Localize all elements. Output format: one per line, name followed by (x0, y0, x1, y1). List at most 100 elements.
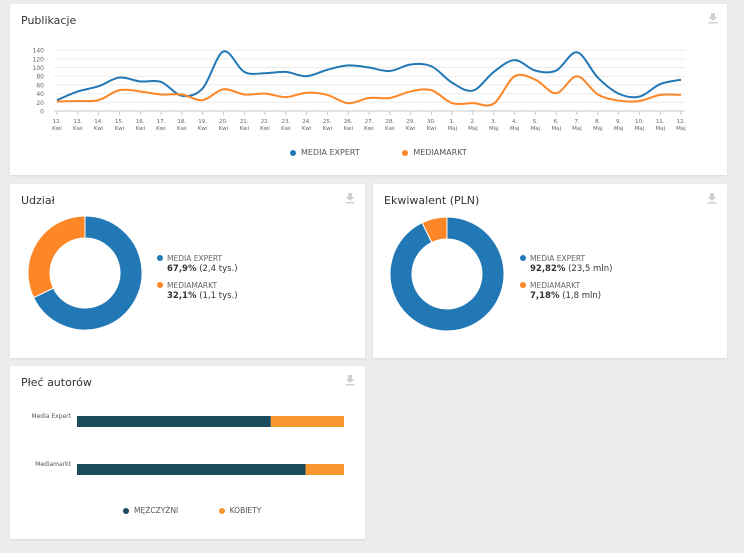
data-point-mediamarkt (160, 93, 162, 95)
data-point-media-expert (305, 75, 307, 77)
x-tick-label: Kwi (73, 126, 83, 132)
legend-label: MEDIA EXPERT (301, 148, 360, 157)
legend-dot (157, 255, 163, 261)
x-tick-label: 18. (177, 119, 186, 125)
data-point-media-expert (576, 51, 578, 53)
x-tick-label: 23. (281, 119, 290, 125)
data-point-mediamarkt (430, 89, 432, 91)
data-point-mediamarkt (638, 100, 640, 102)
legend-detail: (1,1 tys.) (199, 291, 238, 301)
x-tick-label: 22. (261, 119, 270, 125)
x-tick-label: Maj (447, 126, 457, 132)
download-icon[interactable] (706, 192, 718, 204)
x-tick-label: 2. (470, 119, 475, 125)
data-point-media-expert (680, 79, 682, 81)
x-tick-label: Kwi (156, 126, 166, 132)
legend-dot (402, 149, 409, 156)
category-label: Mediamarkt (35, 461, 71, 468)
download-icon[interactable] (344, 374, 356, 386)
data-point-media-expert (326, 69, 328, 71)
data-point-mediamarkt (451, 102, 453, 104)
x-tick-label: 20. (219, 119, 228, 125)
data-point-media-expert (243, 71, 245, 73)
legend-item-media-expert[interactable]: MEDIA EXPERT 92,82% (23,5 mln) (520, 254, 612, 275)
legend-label: MEDIAMARKT (413, 148, 467, 157)
y-tick-label: 20 (36, 100, 44, 107)
x-tick-label: Kwi (260, 126, 270, 132)
data-point-mediamarkt (659, 94, 661, 96)
x-tick-label: 24. (302, 119, 311, 125)
data-point-media-expert (139, 80, 141, 82)
publikacje-card: Publikacje 0 20 40 60 80 100 120 140 12. Kwi 13. Kw… (10, 4, 727, 175)
data-point-media-expert (493, 71, 495, 73)
legend-dot (157, 282, 163, 288)
data-point-media-expert (118, 76, 120, 78)
data-point-mediamarkt (243, 93, 245, 95)
data-point-media-expert (555, 69, 557, 71)
data-point-mediamarkt (680, 94, 682, 96)
x-tick-label: 1. (450, 119, 455, 125)
publikacje-legend: MEDIA EXPERT MEDIAMARKT (290, 148, 467, 157)
data-point-mediamarkt (326, 94, 328, 96)
download-icon[interactable] (344, 192, 356, 204)
data-point-mediamarkt (555, 92, 557, 94)
data-point-mediamarkt (305, 92, 307, 94)
x-tick-label: Maj (593, 126, 603, 132)
x-tick-label: 15. (115, 119, 124, 125)
data-point-mediamarkt (118, 89, 120, 91)
data-point-mediamarkt (472, 102, 474, 104)
data-point-media-expert (77, 90, 79, 92)
series-line-mediamarkt (56, 73, 682, 107)
legend-item-men[interactable]: MĘŻCZYŹNI (123, 506, 181, 515)
x-tick-label: Maj (676, 126, 686, 132)
publikacje-line-chart: 02040608010012014012.Kwi13.Kwi14.Kwi15.K… (33, 48, 687, 132)
legend-value: 67,9% (2,4 tys.) (167, 264, 238, 275)
x-tick-label: Kwi (385, 126, 395, 132)
x-tick-label: Kwi (302, 126, 312, 132)
data-point-media-expert (368, 66, 370, 68)
x-tick-label: 3. (491, 119, 496, 125)
x-tick-label: Kwi (135, 126, 145, 132)
bar-segment-men (77, 464, 306, 475)
legend-dot (290, 149, 296, 156)
data-point-mediamarkt (285, 96, 287, 98)
udzial-title: Udział (21, 194, 55, 207)
data-point-media-expert (264, 72, 266, 74)
legend-item-mediamarkt[interactable]: MEDIAMARKT 7,18% (1,8 mln) (520, 281, 612, 302)
x-tick-label: 11. (656, 119, 665, 125)
legend-item-women[interactable]: KOBIETY (218, 506, 261, 515)
legend-label: MEDIA EXPERT (167, 254, 223, 263)
data-point-media-expert (97, 85, 99, 87)
legend-item-media-expert[interactable]: MEDIA EXPERT 67,9% (2,4 tys.) (157, 254, 238, 275)
y-tick-label: 140 (33, 48, 45, 55)
legend-detail: (2,4 tys.) (199, 264, 238, 274)
data-point-media-expert (222, 50, 224, 52)
data-point-mediamarkt (617, 99, 619, 101)
x-tick-label: 27. (365, 119, 374, 125)
x-tick-label: Kwi (406, 126, 416, 132)
legend-item-mediamarkt[interactable]: MEDIAMARKT (402, 148, 467, 157)
legend-dot (123, 508, 129, 514)
x-tick-label: Kwi (198, 126, 208, 132)
x-tick-label: Maj (489, 126, 499, 132)
x-tick-label: 26. (344, 119, 353, 125)
ekwiwalent-card: Ekwiwalent (PLN) MEDIA EXPERT 92,82% (23… (373, 184, 727, 358)
x-tick-label: Kwi (219, 126, 229, 132)
x-tick-label: 4. (512, 119, 517, 125)
x-tick-label: 12. (53, 119, 62, 125)
x-tick-label: 16. (136, 119, 145, 125)
x-tick-label: 9. (616, 119, 621, 125)
legend-percent: 32,1% (167, 291, 197, 301)
legend-item-mediamarkt[interactable]: MEDIAMARKT 32,1% (1,1 tys.) (157, 281, 238, 302)
x-tick-label: Maj (531, 126, 541, 132)
x-tick-label: 30. (427, 119, 436, 125)
legend-percent: 92,82% (530, 264, 566, 274)
legend-value: 32,1% (1,1 tys.) (167, 291, 238, 302)
data-point-media-expert (597, 76, 599, 78)
donut-slice-media-expert (389, 216, 505, 332)
data-point-mediamarkt (201, 99, 203, 101)
udzial-donut-chart (27, 215, 143, 331)
legend-item-media-expert[interactable]: MEDIA EXPERT (290, 148, 362, 157)
data-point-media-expert (617, 92, 619, 94)
download-icon[interactable] (707, 12, 719, 24)
